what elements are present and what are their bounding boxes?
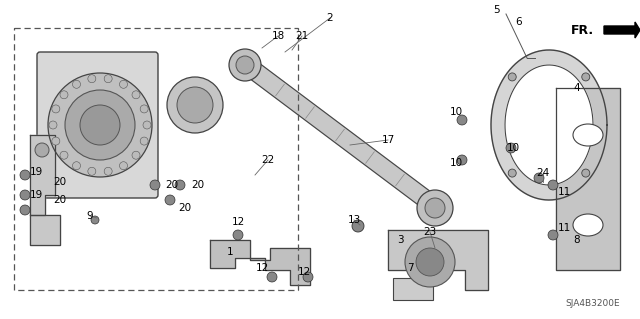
Circle shape — [506, 143, 516, 153]
Circle shape — [120, 80, 127, 88]
Circle shape — [20, 170, 30, 180]
Text: 11: 11 — [557, 223, 571, 233]
Circle shape — [72, 80, 81, 88]
Circle shape — [582, 73, 590, 81]
Circle shape — [167, 77, 223, 133]
Bar — [393, 278, 433, 300]
Text: 10: 10 — [449, 107, 463, 117]
Circle shape — [508, 169, 516, 177]
Circle shape — [150, 180, 160, 190]
Circle shape — [52, 137, 60, 145]
Bar — [14, 28, 298, 290]
Polygon shape — [505, 65, 593, 185]
Text: 9: 9 — [86, 211, 93, 221]
Text: 4: 4 — [573, 83, 580, 93]
Text: 23: 23 — [424, 227, 436, 237]
Circle shape — [229, 49, 261, 81]
Text: SJA4B3200E: SJA4B3200E — [565, 299, 620, 308]
Circle shape — [35, 143, 49, 157]
Text: 10: 10 — [449, 158, 463, 168]
Circle shape — [120, 162, 127, 170]
Text: 20: 20 — [191, 180, 205, 190]
Circle shape — [20, 190, 30, 200]
Circle shape — [534, 173, 544, 183]
Circle shape — [165, 195, 175, 205]
Text: 10: 10 — [506, 143, 520, 153]
Text: 19: 19 — [29, 167, 43, 177]
Circle shape — [417, 190, 453, 226]
Circle shape — [88, 75, 96, 83]
Polygon shape — [388, 230, 488, 290]
Circle shape — [177, 87, 213, 123]
Circle shape — [49, 121, 57, 129]
Circle shape — [52, 105, 60, 113]
Polygon shape — [556, 88, 620, 270]
Circle shape — [548, 230, 558, 240]
Circle shape — [48, 73, 152, 177]
Polygon shape — [235, 53, 445, 217]
Text: FR.: FR. — [571, 24, 594, 36]
Polygon shape — [30, 215, 60, 245]
Text: 5: 5 — [493, 5, 500, 15]
Text: 19: 19 — [29, 190, 43, 200]
Text: 20: 20 — [53, 177, 67, 187]
Polygon shape — [604, 22, 640, 38]
Circle shape — [143, 121, 151, 129]
Ellipse shape — [573, 214, 603, 236]
Circle shape — [91, 216, 99, 224]
Text: 18: 18 — [271, 31, 285, 41]
Text: 12: 12 — [232, 217, 244, 227]
Circle shape — [267, 272, 277, 282]
Circle shape — [405, 237, 455, 287]
Text: 11: 11 — [557, 187, 571, 197]
Polygon shape — [491, 50, 607, 200]
Circle shape — [582, 169, 590, 177]
Text: 20: 20 — [179, 203, 191, 213]
Circle shape — [60, 151, 68, 159]
Circle shape — [352, 220, 364, 232]
Circle shape — [508, 73, 516, 81]
Circle shape — [88, 167, 96, 175]
Circle shape — [132, 151, 140, 159]
Circle shape — [60, 91, 68, 99]
Text: 20: 20 — [53, 195, 67, 205]
Text: 21: 21 — [296, 31, 308, 41]
Circle shape — [457, 115, 467, 125]
Text: 17: 17 — [381, 135, 395, 145]
Text: 3: 3 — [397, 235, 403, 245]
Circle shape — [20, 205, 30, 215]
Text: 12: 12 — [255, 263, 269, 273]
Circle shape — [65, 90, 135, 160]
Circle shape — [132, 91, 140, 99]
Circle shape — [303, 272, 313, 282]
Text: 8: 8 — [573, 235, 580, 245]
Circle shape — [104, 75, 112, 83]
Ellipse shape — [573, 124, 603, 146]
Text: 2: 2 — [326, 13, 333, 23]
Circle shape — [72, 162, 81, 170]
Circle shape — [425, 198, 445, 218]
Polygon shape — [30, 135, 55, 215]
Text: 1: 1 — [227, 247, 234, 257]
Circle shape — [140, 105, 148, 113]
Text: 24: 24 — [536, 168, 550, 178]
Circle shape — [233, 230, 243, 240]
FancyBboxPatch shape — [37, 52, 158, 198]
Circle shape — [548, 180, 558, 190]
Text: 12: 12 — [298, 267, 310, 277]
Circle shape — [140, 137, 148, 145]
Polygon shape — [210, 240, 310, 285]
Circle shape — [80, 105, 120, 145]
Circle shape — [104, 167, 112, 175]
Circle shape — [416, 248, 444, 276]
Circle shape — [175, 180, 185, 190]
Text: 20: 20 — [165, 180, 179, 190]
Text: 6: 6 — [516, 17, 522, 27]
Circle shape — [457, 155, 467, 165]
Text: 7: 7 — [406, 263, 413, 273]
Circle shape — [236, 56, 254, 74]
Text: 13: 13 — [348, 215, 360, 225]
Text: 22: 22 — [261, 155, 275, 165]
